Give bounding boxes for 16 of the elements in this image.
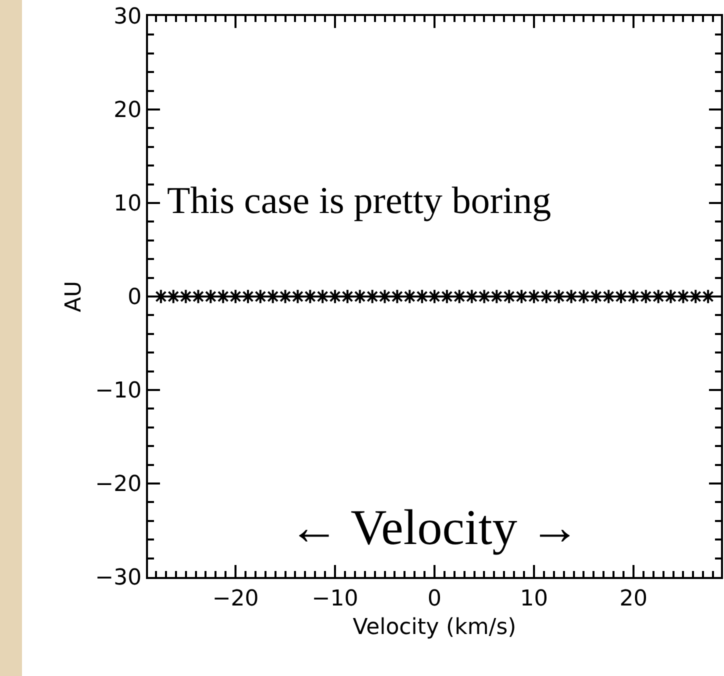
annotation: This case is pretty boring xyxy=(167,180,552,222)
y-tick-label: 10 xyxy=(114,192,142,217)
annotation: ← Velocity → xyxy=(289,499,580,555)
x-tick-label: 20 xyxy=(619,586,648,612)
y-tick-label: 0 xyxy=(128,285,142,310)
y-tick-label: 20 xyxy=(114,98,142,124)
x-tick-label: 0 xyxy=(428,586,442,612)
y-tick-label: −20 xyxy=(95,472,142,498)
x-axis-title: Velocity (km/s) xyxy=(352,614,516,640)
y-tick-label: 30 xyxy=(114,4,142,30)
x-tick-label: 10 xyxy=(520,586,548,612)
y-axis-title: AU xyxy=(61,280,86,312)
y-tick-label: −10 xyxy=(95,378,142,404)
x-tick-label: −20 xyxy=(212,586,259,612)
y-tick-label: −30 xyxy=(95,566,142,591)
x-tick-label: −10 xyxy=(312,586,358,612)
